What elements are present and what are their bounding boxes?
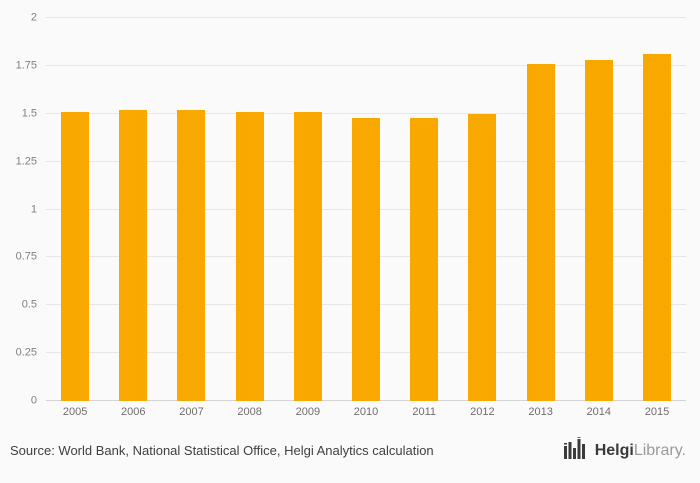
bar-chart: 0 0.25 0.5 0.75 1 1.25 1.5 1.75 2 2005 2006 2007 20… <box>16 12 686 418</box>
bar-slot <box>512 18 570 401</box>
y-tick-label: 2 <box>30 11 37 24</box>
y-tick-label: 0.5 <box>21 298 37 311</box>
bar-2008 <box>235 111 264 401</box>
helgi-skyline-icon <box>563 437 588 464</box>
bar-slot <box>570 18 628 401</box>
x-tick-label: 2009 <box>295 406 321 418</box>
bar-slot <box>279 18 337 401</box>
gridline <box>46 112 686 114</box>
x-tick-label: 2015 <box>644 406 670 418</box>
bar-slot <box>337 18 395 401</box>
x-tick-label: 2012 <box>470 406 495 418</box>
y-tick-label: 0.75 <box>15 250 37 263</box>
gridline <box>46 64 686 66</box>
bar-2005 <box>61 111 90 401</box>
logo-text-primary: Helgi <box>594 441 634 459</box>
x-tick-label: 2007 <box>179 406 204 418</box>
bar-slot <box>221 18 279 401</box>
footer: Source: World Bank, National Statistical… <box>0 418 700 483</box>
x-axis-labels: 2005 2006 2007 2008 2009 2010 2011 2012 2013 2014… <box>46 407 686 418</box>
x-tick-label: 2006 <box>121 406 146 418</box>
bar-2012 <box>468 113 497 401</box>
bar-slot <box>104 18 162 401</box>
bar-2009 <box>293 111 322 401</box>
x-tick-label: 2005 <box>62 406 88 418</box>
helgi-library-logo: HelgiLibrary. <box>563 437 686 464</box>
bar-slot <box>46 18 104 401</box>
x-tick-label: 2014 <box>586 406 612 418</box>
y-tick-label: 0.25 <box>15 346 37 359</box>
bar-2015 <box>642 54 671 401</box>
x-tick-label: 2013 <box>528 406 553 418</box>
y-tick-label: 1.5 <box>21 107 37 120</box>
x-tick-label: 2008 <box>237 406 262 418</box>
bar-2011 <box>410 117 439 401</box>
gridline <box>46 17 686 18</box>
logo-text-secondary: Library. <box>633 441 686 459</box>
bar-2007 <box>177 109 206 401</box>
y-tick-label: 0 <box>30 394 37 407</box>
bar-2010 <box>352 117 381 401</box>
bar-2006 <box>119 109 148 401</box>
y-tick-label: 1.25 <box>15 155 37 168</box>
logo-text: HelgiLibrary. <box>594 441 686 459</box>
bar-slot <box>162 18 220 401</box>
bar-slot <box>453 18 511 401</box>
y-tick-label: 1.75 <box>15 59 37 72</box>
bar-slot <box>395 18 453 401</box>
source-caption: Source: World Bank, National Statistical… <box>10 443 434 458</box>
x-tick-label: 2011 <box>412 406 437 418</box>
bar-2013 <box>526 63 555 401</box>
bar-2014 <box>584 60 613 401</box>
bar-slot <box>628 18 686 401</box>
x-tick-label: 2010 <box>353 406 379 418</box>
bars-container <box>46 18 686 401</box>
y-tick-label: 1 <box>30 203 37 215</box>
plot-area: 0 0.25 0.5 0.75 1 1.25 1.5 1.75 2 <box>16 12 686 406</box>
